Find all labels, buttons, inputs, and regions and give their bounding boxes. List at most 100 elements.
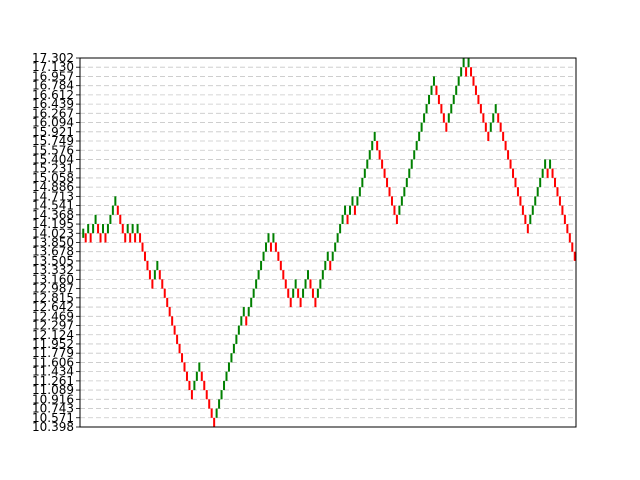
- y-tick-label: 14.541: [32, 199, 74, 213]
- renko-brick-up: [348, 205, 351, 215]
- renko-brick-down: [487, 131, 490, 142]
- renko-brick-down: [554, 177, 557, 188]
- renko-brick-down: [274, 242, 277, 252]
- renko-brick-down: [277, 251, 280, 261]
- renko-brick-down: [124, 233, 127, 243]
- renko-brick-up: [101, 224, 104, 234]
- renko-brick-up: [136, 224, 139, 234]
- renko-brick-up: [257, 270, 260, 280]
- renko-brick-up: [267, 233, 270, 243]
- renko-brick-up: [405, 177, 408, 188]
- renko-brick-up: [94, 214, 97, 225]
- renko-brick-up: [106, 224, 109, 234]
- renko-brick-down: [168, 307, 171, 317]
- plot-frame: [79, 57, 577, 428]
- renko-brick-up: [237, 325, 240, 335]
- renko-brick-up: [240, 316, 243, 326]
- grid-lines: [80, 57, 576, 428]
- renko-brick-down: [524, 214, 527, 225]
- y-tick-label: 14.195: [32, 217, 74, 231]
- renko-brick-down: [163, 288, 166, 298]
- renko-brick-down: [499, 122, 502, 132]
- renko-brick-down: [516, 187, 519, 197]
- renko-brick-up: [272, 233, 275, 243]
- renko-brick-down: [383, 168, 386, 178]
- renko-brick-down: [148, 270, 151, 280]
- renko-brick-up: [494, 104, 497, 114]
- renko-brick-up: [341, 214, 344, 225]
- y-tick-label: 15.921: [32, 125, 74, 139]
- y-tick-label: 17.302: [32, 51, 74, 65]
- renko-brick-up: [492, 113, 495, 123]
- renko-brick-down: [176, 334, 179, 344]
- renko-brick-down: [289, 297, 292, 308]
- renko-brick-up: [316, 288, 319, 298]
- renko-brick-up: [428, 94, 431, 105]
- renko-brick-up: [452, 94, 455, 105]
- renko-brick-down: [245, 316, 248, 326]
- renko-brick-up: [215, 408, 218, 418]
- renko-brick-up: [361, 177, 364, 188]
- renko-brick-down: [504, 141, 507, 151]
- renko-brick-up: [539, 177, 542, 188]
- renko-brick-down: [435, 85, 438, 95]
- y-tick-label: 11.606: [32, 355, 74, 369]
- renko-brick-down: [166, 297, 169, 308]
- y-tick-label: 10.916: [32, 392, 74, 406]
- renko-brick-down: [205, 390, 208, 400]
- renko-brick-down: [279, 260, 282, 271]
- renko-brick-up: [247, 307, 250, 317]
- renko-brick-up: [156, 260, 159, 271]
- renko-brick-up: [131, 224, 134, 234]
- y-tick-label: 15.404: [32, 152, 74, 166]
- renko-brick-down: [99, 233, 102, 243]
- renko-brick-down: [89, 233, 92, 243]
- renko-brick-down: [482, 113, 485, 123]
- renko-brick-up: [457, 76, 460, 86]
- renko-brick-down: [386, 177, 389, 188]
- renko-brick-up: [250, 297, 253, 308]
- renko-brick-up: [227, 362, 230, 372]
- renko-brick-up: [82, 228, 85, 238]
- renko-brick-down: [178, 343, 181, 354]
- renko-brick-down: [269, 242, 272, 252]
- renko-brick-down: [470, 67, 473, 77]
- renko-brick-up: [319, 279, 322, 289]
- y-tick-label: 13.850: [32, 236, 74, 250]
- renko-brick-down: [563, 214, 566, 225]
- renko-brick-up: [430, 85, 433, 95]
- y-tick-label: 11.952: [32, 337, 74, 351]
- renko-brick-up: [326, 251, 329, 261]
- renko-brick-up: [398, 205, 401, 215]
- renko-brick-down: [561, 205, 564, 215]
- renko-brick-down: [526, 224, 529, 234]
- renko-brick-down: [546, 168, 549, 178]
- y-tick-label: 12.124: [32, 328, 74, 342]
- renko-brick-up: [331, 251, 334, 261]
- renko-brick-up: [351, 196, 354, 206]
- renko-brick-up: [420, 122, 423, 132]
- renko-brick-up: [126, 224, 129, 234]
- renko-brick-down: [183, 362, 186, 372]
- renko-brick-down: [185, 371, 188, 381]
- renko-brick-down: [521, 205, 524, 215]
- renko-brick-down: [568, 233, 571, 243]
- y-tick-label: 17.130: [32, 60, 74, 74]
- y-tick-label: 12.469: [32, 309, 74, 323]
- renko-brick-up: [193, 380, 196, 391]
- renko-brick-down: [161, 279, 164, 289]
- renko-brick-down: [134, 233, 137, 243]
- renko-brick-up: [462, 57, 465, 68]
- renko-brick-up: [252, 288, 255, 298]
- renko-brick-down: [309, 279, 312, 289]
- renko-brick-down: [119, 214, 122, 225]
- renko-brick-up: [225, 371, 228, 381]
- renko-brick-down: [84, 233, 87, 243]
- renko-brick-up: [265, 242, 268, 252]
- renko-brick-up: [232, 343, 235, 354]
- y-tick-label: 13.332: [32, 263, 74, 277]
- y-tick-label: 11.779: [32, 346, 74, 360]
- renko-brick-down: [203, 380, 206, 391]
- renko-brick-up: [455, 85, 458, 95]
